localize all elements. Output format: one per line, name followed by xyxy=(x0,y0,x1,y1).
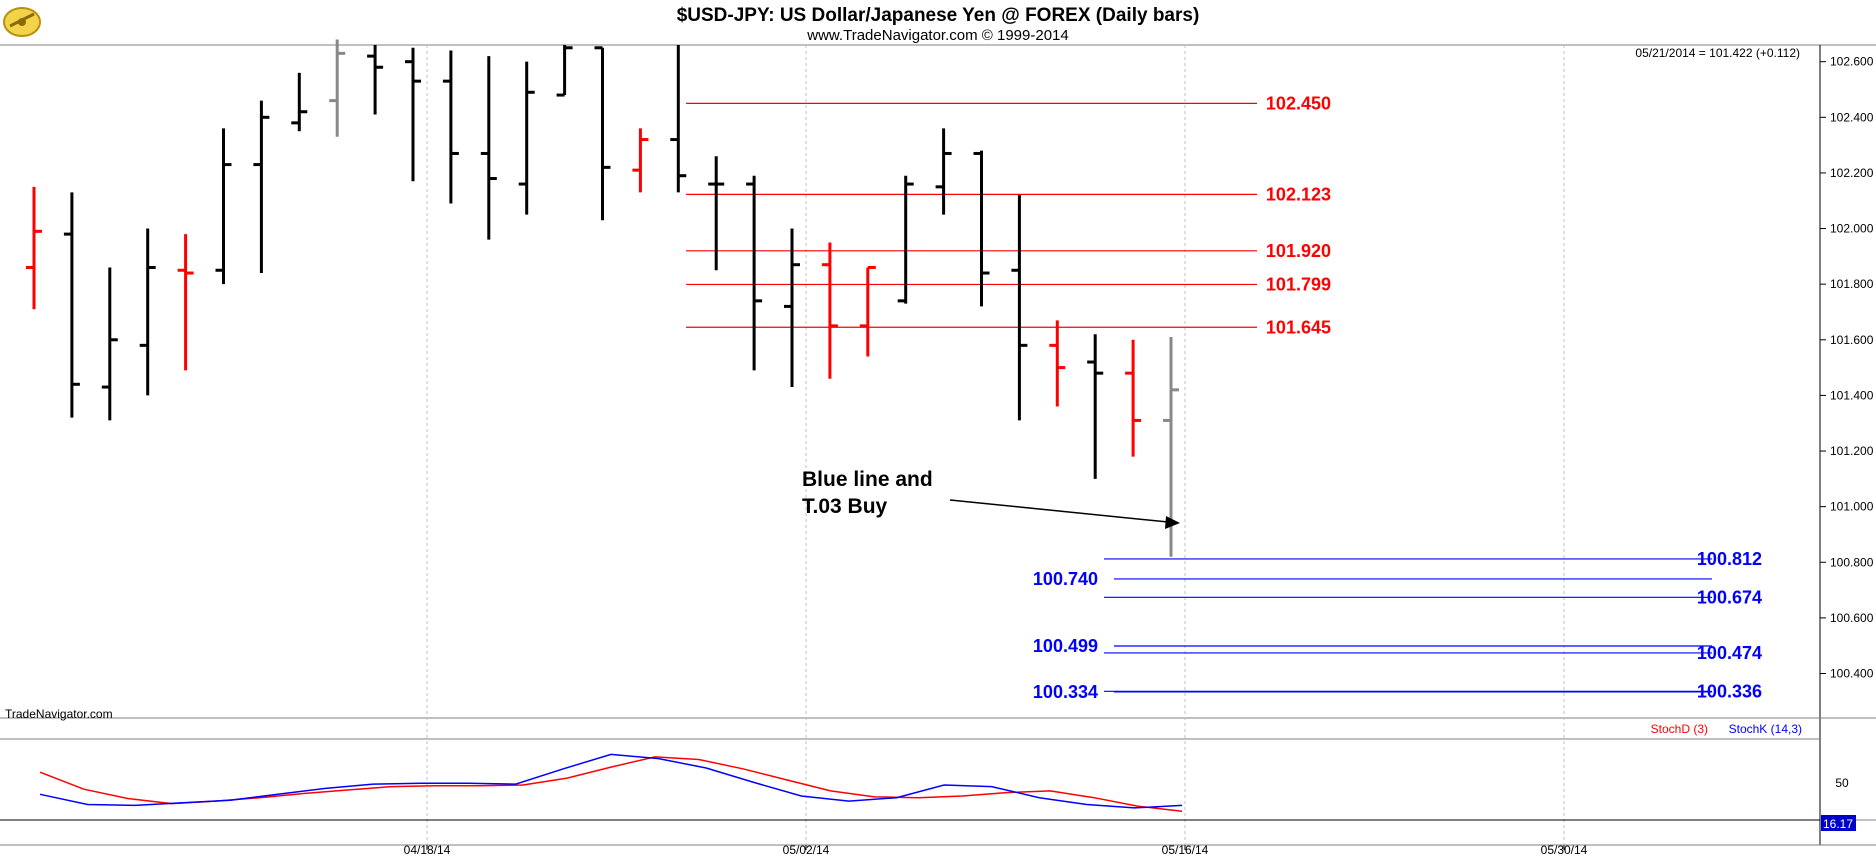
annotation-arrow xyxy=(949,499,1169,523)
buy-annotation: Blue line and T.03 Buy xyxy=(802,468,1180,529)
level-label: 100.674 xyxy=(1697,587,1762,607)
price-bar xyxy=(139,228,156,396)
price-bar xyxy=(1125,339,1142,457)
price-bar xyxy=(518,61,535,215)
date-tick-label: 04/18/14 xyxy=(404,843,451,857)
indicator-axis-50: 50 xyxy=(1835,776,1849,790)
level-label: 102.123 xyxy=(1266,184,1331,204)
price-bar xyxy=(1011,195,1028,421)
annotation-line-1: Blue line and xyxy=(802,468,933,491)
chart-subtitle: www.TradeNavigator.com © 1999-2014 xyxy=(806,27,1068,44)
price-bar xyxy=(746,175,763,371)
level-label: 100.474 xyxy=(1697,643,1762,663)
price-bar xyxy=(480,56,497,240)
annotation-arrowhead-icon xyxy=(1165,516,1180,529)
price-bars xyxy=(26,39,1179,557)
level-label: 100.499 xyxy=(1033,636,1098,656)
price-tick-label: 101.000 xyxy=(1830,500,1874,514)
stochd-legend: StochD (3) xyxy=(1651,722,1708,736)
price-bar xyxy=(784,228,800,388)
chart-title: $USD-JPY: US Dollar/Japanese Yen @ FOREX… xyxy=(677,5,1200,26)
price-bar xyxy=(215,128,232,285)
level-label: 100.812 xyxy=(1697,549,1762,569)
indicator-panel: StochD (3) StochK (14,3) 50 16.17 xyxy=(0,722,1856,831)
level-label: 101.645 xyxy=(1266,317,1331,337)
price-bar xyxy=(1087,334,1104,479)
level-label: 100.334 xyxy=(1033,682,1098,702)
date-tick-label: 05/02/14 xyxy=(783,843,830,857)
price-bar xyxy=(329,39,346,137)
indicator-value-badge xyxy=(1821,815,1856,831)
price-bar xyxy=(973,150,990,307)
price-tick-label: 101.600 xyxy=(1830,333,1874,347)
stochastic-lines xyxy=(39,753,1183,813)
price-bar xyxy=(405,47,421,182)
vertical-gridlines xyxy=(426,45,1565,845)
level-label: 100.336 xyxy=(1697,681,1762,701)
price-tick-label: 101.400 xyxy=(1830,388,1874,402)
price-bar xyxy=(821,242,838,379)
price-bar xyxy=(1049,320,1066,407)
date-tick-label: 05/30/14 xyxy=(1541,843,1588,857)
price-tick-label: 100.400 xyxy=(1830,667,1874,681)
price-bar xyxy=(859,265,876,357)
price-bar xyxy=(632,128,649,193)
level-label: 101.799 xyxy=(1266,274,1331,294)
price-bar xyxy=(897,175,914,304)
indicator-value: 16.17 xyxy=(1823,817,1853,831)
price-bar xyxy=(367,45,384,115)
trade-navigator-logo-icon xyxy=(3,7,41,37)
price-bar xyxy=(935,128,952,215)
price-bar xyxy=(63,192,80,418)
price-axis: 100.400 100.600 100.800 101.000 101.200 101.4… xyxy=(1820,55,1874,681)
stoch-series-line xyxy=(39,753,1183,809)
price-bar xyxy=(594,46,611,221)
watermark-text: TradeNavigator.com xyxy=(5,707,113,721)
annotation-line-2: T.03 Buy xyxy=(802,495,888,518)
stochk-legend: StochK (14,3) xyxy=(1729,722,1802,736)
price-bar xyxy=(442,50,459,204)
level-label: 102.450 xyxy=(1266,93,1331,113)
price-tick-label: 101.800 xyxy=(1830,277,1874,291)
date-tick-label: 05/16/14 xyxy=(1162,843,1209,857)
price-bar xyxy=(708,156,725,271)
price-tick-label: 101.200 xyxy=(1830,444,1874,458)
price-bar xyxy=(556,45,573,97)
price-bar xyxy=(101,267,118,421)
price-tick-label: 100.800 xyxy=(1830,555,1874,569)
price-tick-label: 102.400 xyxy=(1830,110,1874,124)
price-tick-label: 102.200 xyxy=(1830,166,1874,180)
price-tick-label: 102.600 xyxy=(1830,55,1874,69)
price-tick-label: 102.000 xyxy=(1830,222,1874,236)
price-bar xyxy=(670,45,687,193)
level-label: 100.740 xyxy=(1033,569,1098,589)
price-bar xyxy=(26,186,42,310)
date-axis: 04/18/14 05/02/14 05/16/14 05/30/14 xyxy=(404,843,1588,857)
level-label: 101.920 xyxy=(1266,241,1331,261)
price-bar xyxy=(291,72,308,132)
price-tick-label: 100.600 xyxy=(1830,611,1874,625)
price-levels: 102.450 102.123 101.920 101.799 101.645 100.8… xyxy=(686,93,1762,702)
price-bar xyxy=(253,100,270,274)
price-bar xyxy=(177,234,194,371)
quote-readout: 05/21/2014 = 101.422 (+0.112) xyxy=(1635,46,1800,60)
